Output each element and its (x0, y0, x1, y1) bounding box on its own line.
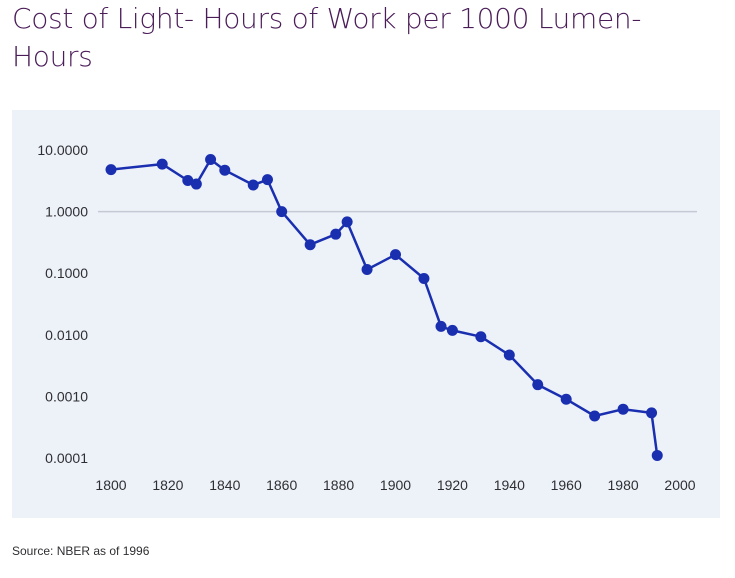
chart-title: Cost of Light- Hours of Work per 1000 Lu… (12, 2, 642, 73)
data-point (247, 179, 259, 191)
x-tick-label: 1980 (608, 477, 639, 493)
y-tick-label: 0.1000 (45, 265, 88, 281)
data-point (532, 379, 544, 391)
y-tick-label: 10.0000 (37, 142, 88, 158)
data-point (446, 324, 458, 336)
data-point (330, 228, 342, 240)
series-line (110, 158, 659, 456)
data-point (304, 239, 316, 251)
data-point (361, 263, 373, 275)
x-tick-label: 2000 (664, 477, 695, 493)
data-point (105, 164, 117, 176)
data-point (341, 216, 353, 228)
x-tick-label: 1820 (152, 477, 183, 493)
x-tick-label: 1960 (551, 477, 582, 493)
data-point (418, 273, 430, 285)
data-point (219, 164, 231, 176)
data-point (646, 407, 658, 419)
chart-panel (12, 110, 720, 518)
data-point (190, 178, 202, 190)
data-point (261, 174, 273, 186)
data-point (156, 158, 168, 170)
data-point (435, 320, 447, 332)
x-tick-label: 1840 (209, 477, 240, 493)
x-tick-label: 1900 (380, 477, 411, 493)
x-tick-label: 1920 (437, 477, 468, 493)
y-tick-label: 0.0100 (45, 327, 88, 343)
y-tick-label: 0.0001 (45, 450, 88, 466)
data-point (589, 410, 601, 422)
data-point (560, 393, 572, 405)
x-tick-label: 1860 (266, 477, 297, 493)
x-tick-label: 1800 (95, 477, 126, 493)
data-point (390, 249, 401, 261)
data-point (617, 403, 629, 415)
data-point (651, 449, 663, 461)
x-tick-label: 1880 (323, 477, 354, 493)
x-tick-label: 1940 (494, 477, 525, 493)
data-point (276, 206, 288, 218)
data-point (503, 349, 515, 361)
data-point (182, 174, 194, 186)
data-point (475, 331, 487, 343)
data-point (205, 154, 217, 166)
y-tick-label: 1.0000 (45, 204, 88, 220)
y-tick-label: 0.0010 (45, 388, 88, 404)
source-note: Source: NBER as of 1996 (12, 544, 150, 558)
